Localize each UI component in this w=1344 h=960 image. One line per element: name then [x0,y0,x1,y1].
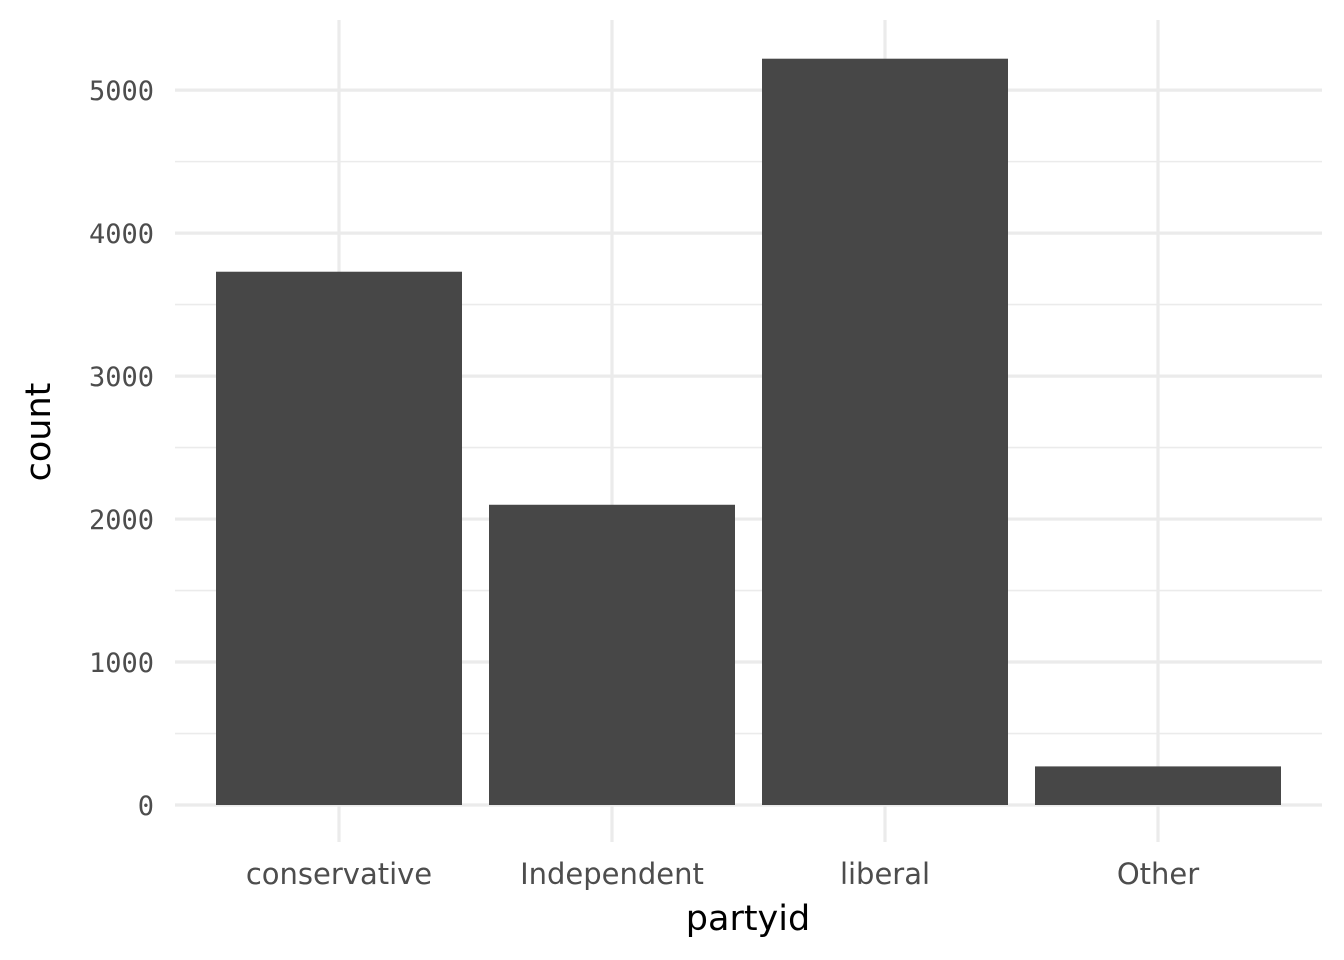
bar-conservative [216,271,462,805]
y-tick-label: 5000 [89,76,154,107]
bars [216,58,1281,806]
bar-other [1035,766,1281,805]
y-tick-label: 3000 [89,362,154,393]
x-axis-title: partyid [686,899,810,939]
y-tick-label: 4000 [89,219,154,250]
y-axis-title: count [19,383,59,482]
bar-liberal [762,58,1008,806]
bar-independent [489,504,735,805]
y-tick-label: 0 [138,791,154,822]
y-tick-label: 2000 [89,505,154,536]
y-tick-label: 1000 [89,648,154,679]
y-axis-ticks: 0 1000 2000 3000 4000 5000 [89,76,154,822]
x-tick-label: Independent [520,857,704,891]
x-axis-ticks: conservative Independent liberal Other [246,857,1199,891]
x-tick-label: liberal [840,857,930,891]
x-tick-label: Other [1117,857,1199,891]
x-tick-label: conservative [246,857,432,891]
